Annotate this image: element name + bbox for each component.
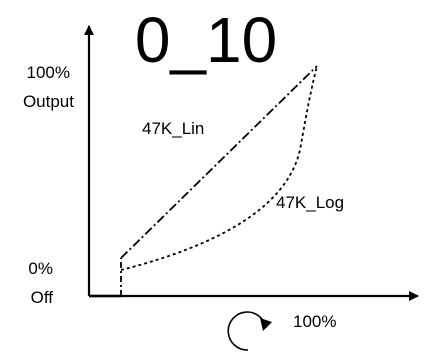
x-axis-end-label: 100%: [293, 312, 336, 331]
y-axis-bottom-label: Off: [31, 288, 54, 307]
linear-curve-label: 47K_Lin: [142, 119, 204, 138]
y-axis-top-label: Output: [23, 92, 74, 111]
clockwise-rotation-icon: [227, 311, 272, 351]
log-curve-label: 47K_Log: [276, 193, 344, 212]
diagram-title: 0_10: [135, 4, 277, 76]
y-axis-top-value: 100%: [27, 63, 70, 82]
y-axis-bottom-value: 0%: [28, 259, 53, 278]
linear-curve: [120, 65, 318, 259]
log-curve: [120, 65, 318, 271]
